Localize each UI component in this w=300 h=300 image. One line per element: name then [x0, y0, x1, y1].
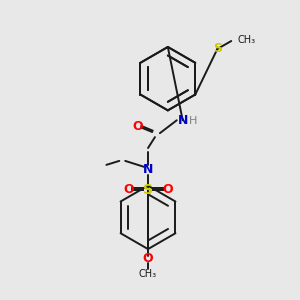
Text: H: H	[188, 116, 197, 126]
Text: N: N	[178, 114, 188, 127]
Text: CH₃: CH₃	[139, 269, 157, 279]
Text: S: S	[143, 183, 153, 196]
Text: O: O	[133, 120, 143, 133]
Text: O: O	[123, 183, 134, 196]
Text: N: N	[143, 163, 153, 176]
Text: O: O	[143, 253, 153, 266]
Text: S: S	[213, 42, 222, 56]
Text: O: O	[163, 183, 173, 196]
Text: CH₃: CH₃	[237, 35, 255, 45]
